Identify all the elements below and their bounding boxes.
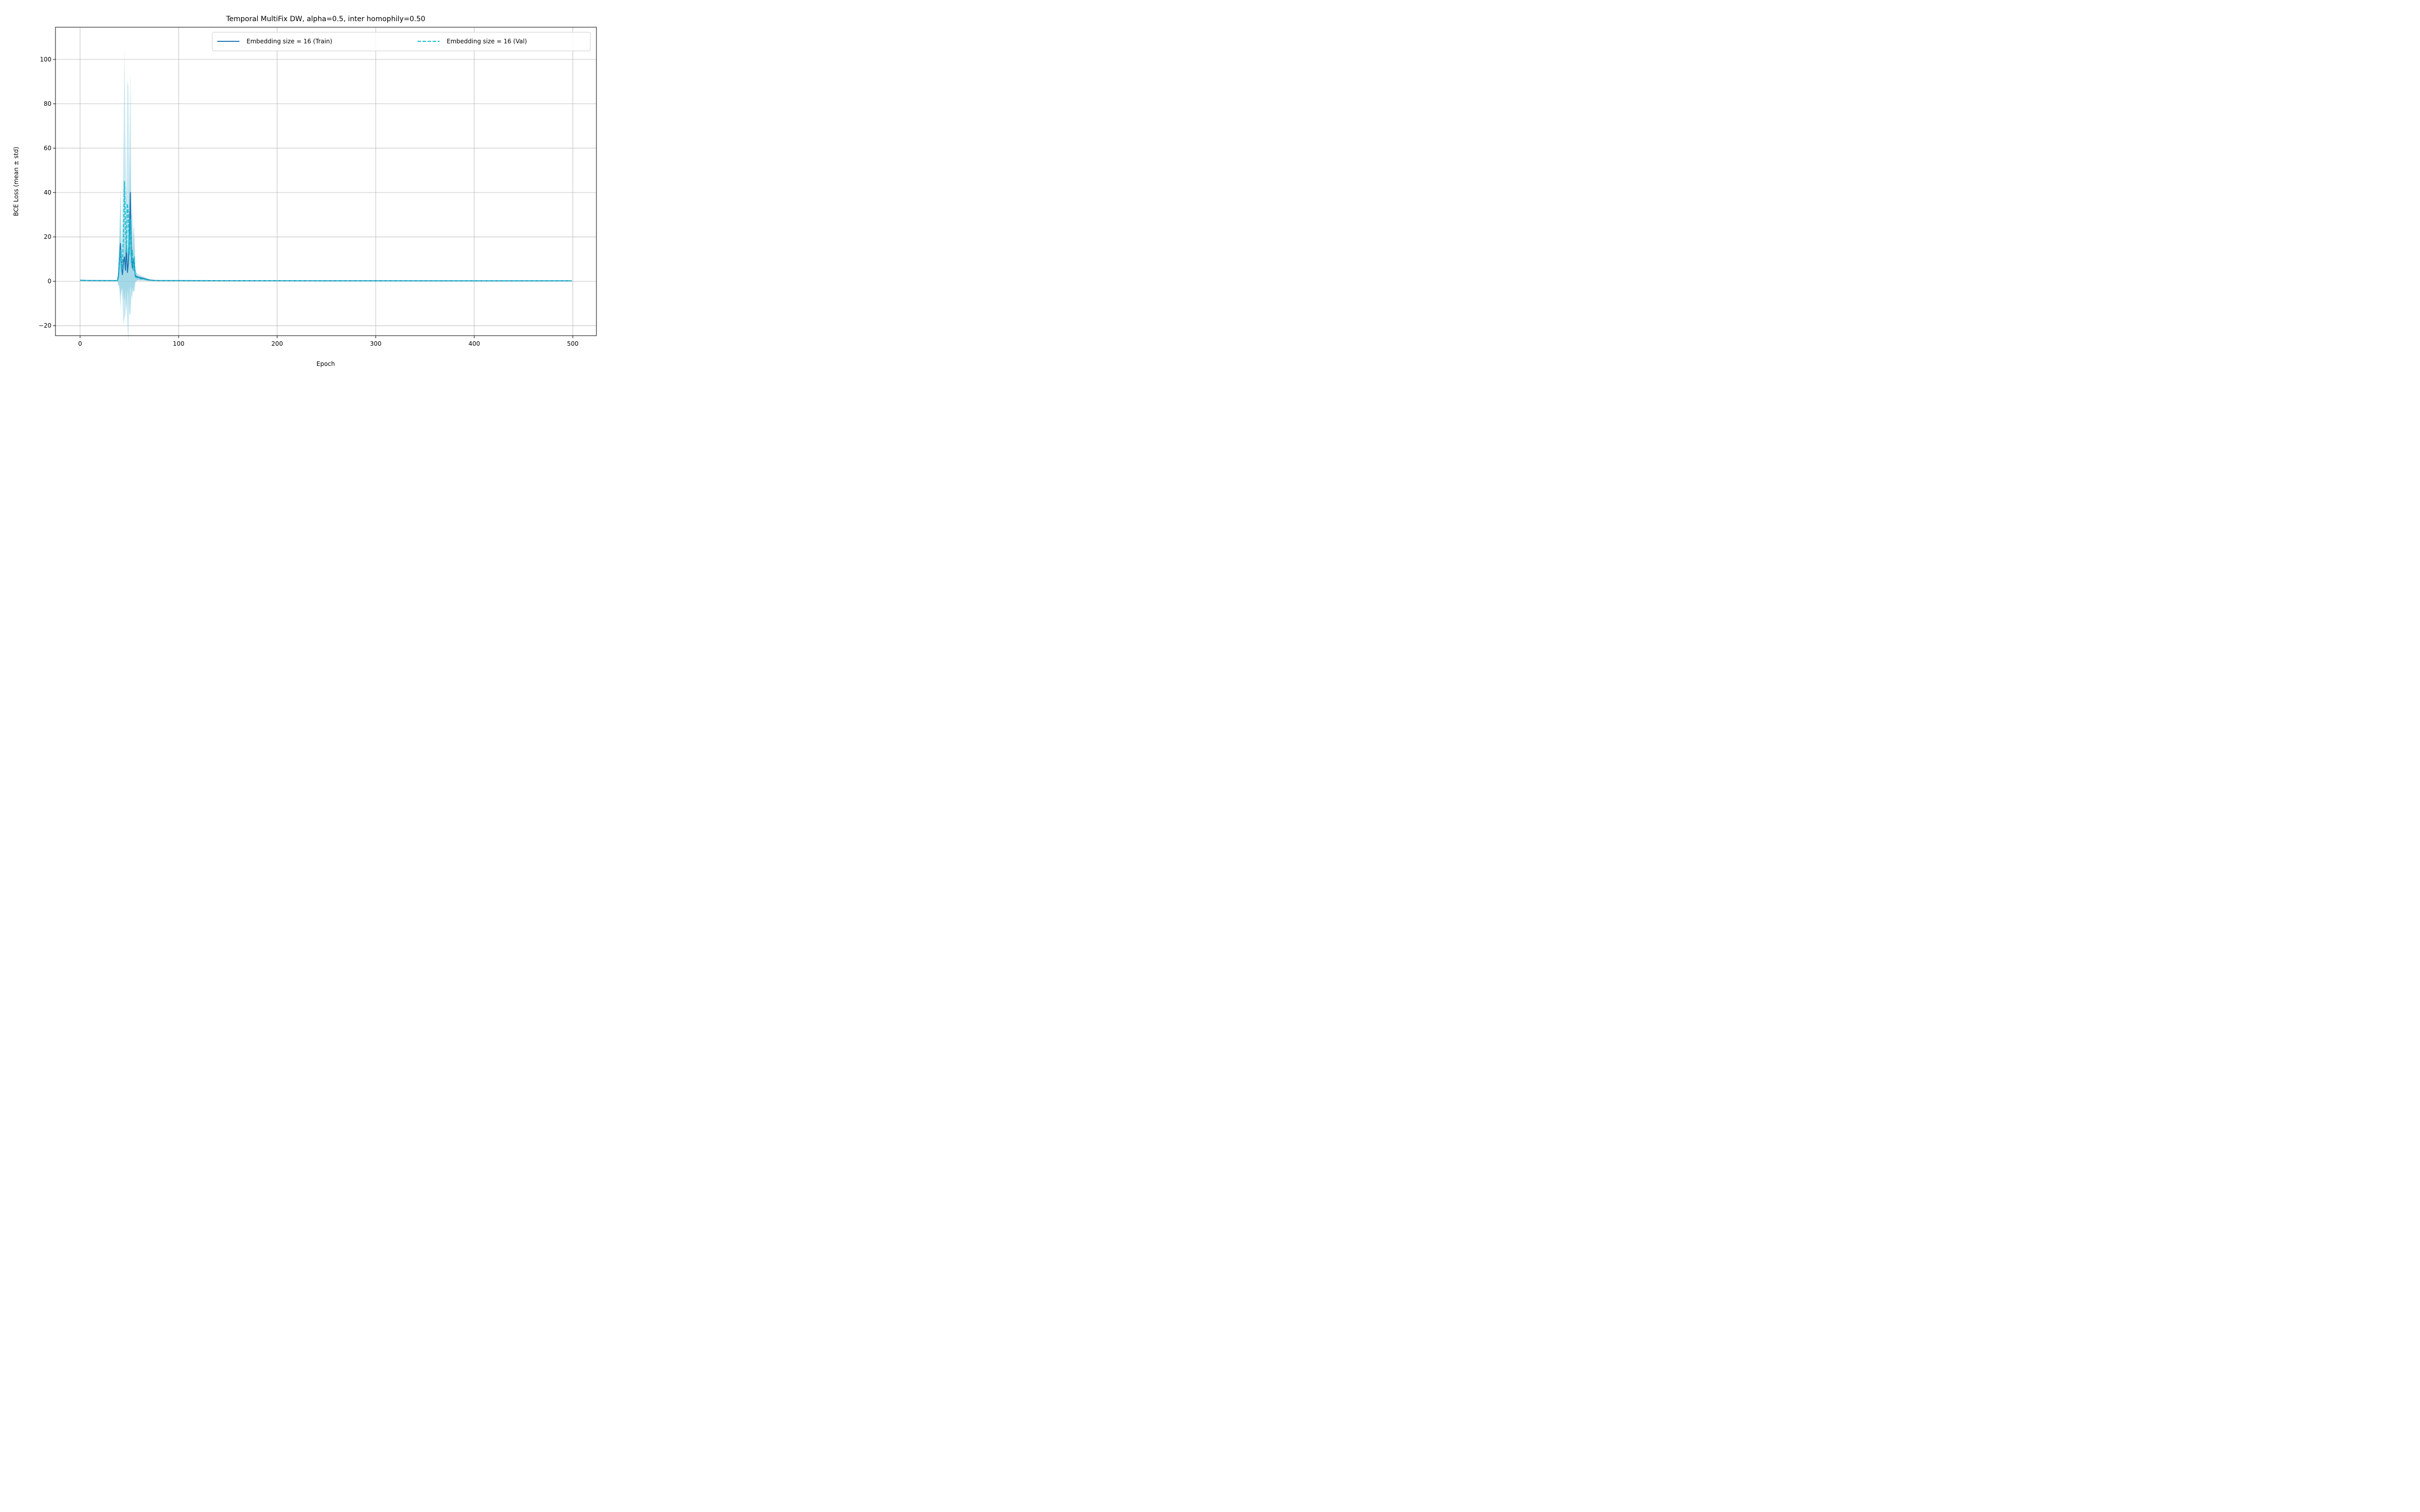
x-tick-label: 300 [370, 340, 382, 347]
y-axis-label: BCE Loss (mean ± std) [13, 147, 20, 216]
y-tick-label: 40 [44, 189, 51, 196]
x-tick-label: 500 [567, 340, 579, 347]
y-tick-label: 100 [40, 56, 51, 63]
y-tick-label: 60 [44, 145, 51, 152]
legend-label-train: Embedding size = 16 (Train) [247, 38, 332, 45]
chart-background [0, 0, 605, 378]
legend: Embedding size = 16 (Train) Embedding si… [212, 32, 591, 51]
val-loss-line [80, 181, 572, 282]
x-tick-label: 400 [468, 340, 480, 347]
x-tick-label: 0 [78, 340, 82, 347]
gridlines [55, 27, 596, 336]
y-tick-label: 80 [44, 100, 51, 107]
x-axis-label: Epoch [317, 360, 335, 367]
y-tick-label: −20 [39, 322, 51, 329]
legend-box [212, 32, 591, 51]
plot-area [80, 44, 572, 344]
axes-frame [55, 27, 597, 336]
x-tick-label: 100 [173, 340, 185, 347]
axis-ticks: 0 100 200 300 400 500 −20 0 20 40 60 80 100 [39, 56, 579, 347]
chart-title: Temporal MultiFix DW, alpha=0.5, inter h… [225, 15, 425, 23]
y-tick-label: 20 [44, 233, 51, 240]
legend-label-val: Embedding size = 16 (Val) [447, 38, 527, 45]
chart: 0 100 200 300 400 500 −20 0 20 40 60 80 100 Temporal… [0, 0, 605, 378]
y-tick-label: 0 [47, 278, 51, 285]
x-tick-label: 200 [271, 340, 283, 347]
train-std-band [80, 70, 572, 315]
